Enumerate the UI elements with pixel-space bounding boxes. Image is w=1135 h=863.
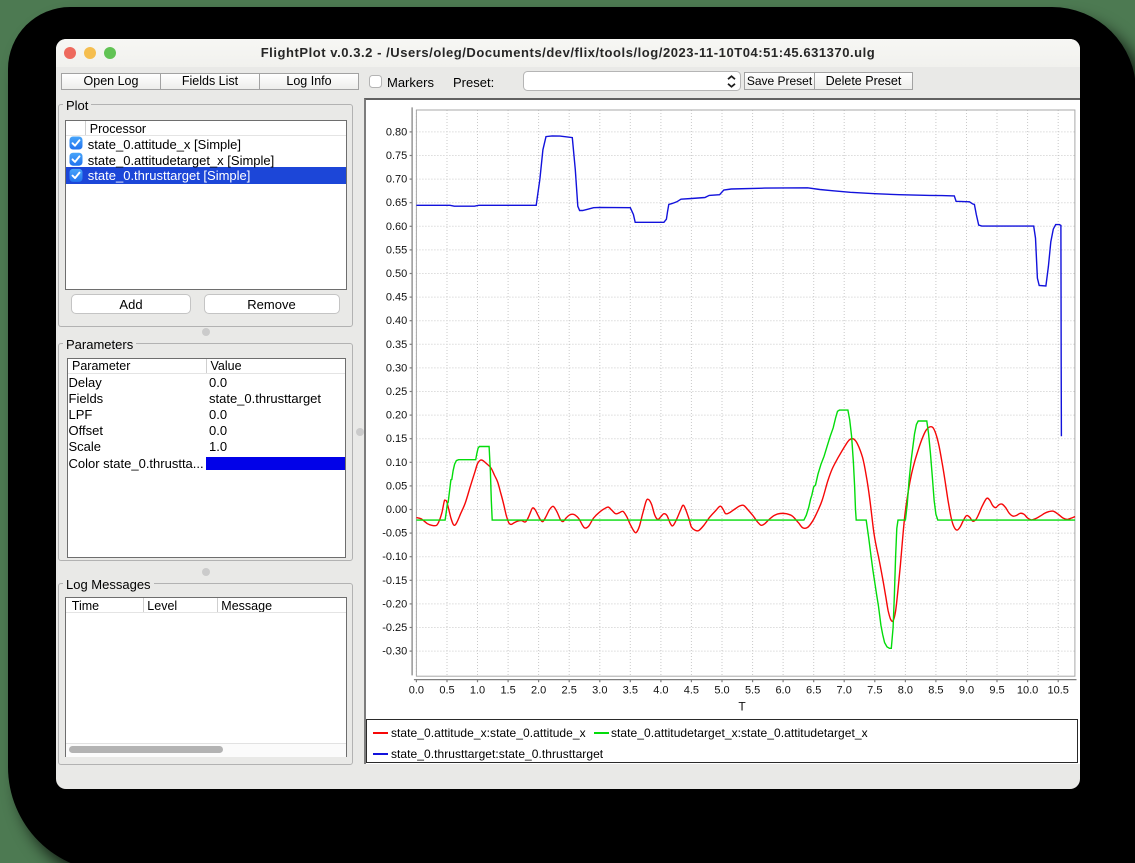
svg-text:0.75: 0.75 <box>386 150 407 162</box>
svg-text:7.5: 7.5 <box>867 685 882 697</box>
svg-text:1.0: 1.0 <box>470 685 485 697</box>
svg-text:0.20: 0.20 <box>386 410 407 422</box>
svg-text:10.5: 10.5 <box>1047 685 1068 697</box>
svg-text:7.0: 7.0 <box>837 685 852 697</box>
svg-text:5.0: 5.0 <box>714 685 729 697</box>
svg-text:3.0: 3.0 <box>592 685 607 697</box>
svg-text:0.35: 0.35 <box>386 339 407 351</box>
svg-text:8.5: 8.5 <box>928 685 943 697</box>
svg-text:0.45: 0.45 <box>386 292 407 304</box>
svg-text:0.25: 0.25 <box>386 386 407 398</box>
svg-text:-0.10: -0.10 <box>382 551 407 563</box>
svg-text:0.5: 0.5 <box>439 685 454 697</box>
svg-text:6.0: 6.0 <box>775 685 790 697</box>
svg-text:0.10: 0.10 <box>386 457 407 469</box>
svg-text:10.0: 10.0 <box>1017 685 1038 697</box>
svg-text:3.5: 3.5 <box>623 685 638 697</box>
svg-text:0.15: 0.15 <box>386 433 407 445</box>
svg-text:8.0: 8.0 <box>898 685 913 697</box>
svg-text:-0.15: -0.15 <box>382 575 407 587</box>
svg-text:1.5: 1.5 <box>500 685 515 697</box>
svg-text:0.80: 0.80 <box>386 126 407 138</box>
svg-text:-0.05: -0.05 <box>382 528 407 540</box>
svg-text:2.5: 2.5 <box>562 685 577 697</box>
svg-text:0.50: 0.50 <box>386 268 407 280</box>
svg-text:T: T <box>738 700 746 714</box>
svg-text:0.60: 0.60 <box>386 221 407 233</box>
svg-text:2.0: 2.0 <box>531 685 546 697</box>
svg-text:9.0: 9.0 <box>959 685 974 697</box>
svg-text:5.5: 5.5 <box>745 685 760 697</box>
svg-text:0.55: 0.55 <box>386 244 407 256</box>
svg-text:0.70: 0.70 <box>386 174 407 186</box>
svg-text:4.5: 4.5 <box>684 685 699 697</box>
svg-text:0.05: 0.05 <box>386 480 407 492</box>
svg-text:6.5: 6.5 <box>806 685 821 697</box>
svg-text:0.40: 0.40 <box>386 315 407 327</box>
svg-text:-0.25: -0.25 <box>382 622 407 634</box>
svg-text:0.65: 0.65 <box>386 197 407 209</box>
svg-text:9.5: 9.5 <box>989 685 1004 697</box>
svg-text:-0.20: -0.20 <box>382 598 407 610</box>
svg-text:0.30: 0.30 <box>386 362 407 374</box>
svg-text:0.0: 0.0 <box>409 685 424 697</box>
svg-text:-0.30: -0.30 <box>382 646 407 658</box>
svg-text:4.0: 4.0 <box>653 685 668 697</box>
svg-text:0.00: 0.00 <box>386 504 407 516</box>
